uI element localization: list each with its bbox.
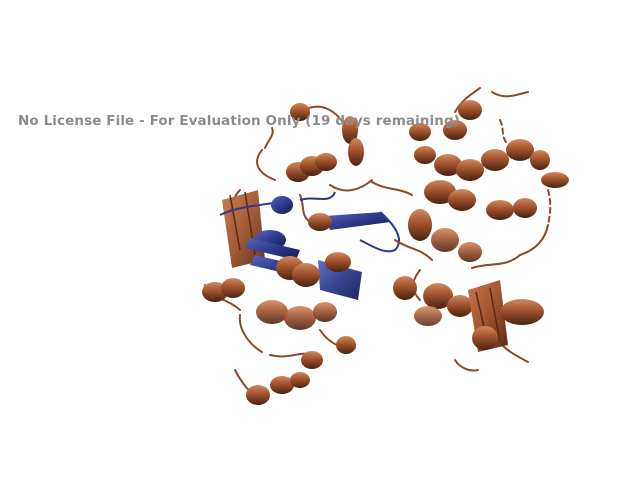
right-domain [371,87,569,372]
evaluation-watermark: No License File - For Evaluation Only (1… [18,113,461,129]
chain-b [219,191,400,300]
left-domain [202,103,400,405]
helix-cluster-top-left [286,103,364,182]
